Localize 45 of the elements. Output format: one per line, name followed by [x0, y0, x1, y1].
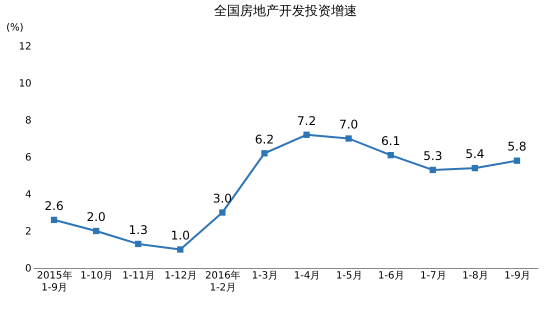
y-tick-label: 2 — [25, 226, 32, 238]
y-tick-label: 10 — [18, 78, 32, 90]
y-tick-label: 8 — [25, 116, 32, 126]
x-tick-label: 1-9月 — [504, 270, 531, 282]
text: 6.1 — [381, 134, 400, 148]
x-tick-label: 1-10月 — [80, 270, 113, 282]
point — [177, 246, 184, 253]
point — [388, 152, 394, 158]
y-axis-title: (%) — [6, 22, 24, 34]
text: 6.2 — [254, 132, 274, 146]
y-tick-label: 4 — [25, 190, 32, 200]
point — [303, 132, 310, 138]
text: 5.8 — [507, 140, 527, 154]
text: 2.0 — [86, 210, 106, 224]
point — [472, 164, 478, 172]
y-tick-label: 6 — [25, 152, 32, 164]
x-tick-label: 1-6月 — [378, 270, 404, 282]
y-tick-label: 12 — [18, 42, 32, 52]
point — [219, 209, 226, 216]
x-tick-label: 1-3月 — [252, 270, 278, 282]
point — [261, 150, 268, 156]
point — [50, 216, 58, 224]
text: 5.4 — [465, 147, 484, 162]
x-tick-label: 1-12月 — [164, 270, 198, 282]
point — [135, 240, 142, 248]
text: 1.0 — [170, 228, 190, 242]
text: 7.0 — [339, 118, 358, 132]
text: 7.2 — [296, 114, 316, 128]
point — [430, 166, 436, 174]
text: 3.0 — [212, 192, 232, 206]
point — [514, 158, 520, 164]
x-tick-label: 1-11月 — [122, 270, 156, 282]
text: 5.3 — [423, 148, 442, 163]
x-tick-label: 2015年 1-9月 — [36, 270, 72, 294]
text: 1.3 — [128, 222, 148, 237]
text: 2.6 — [44, 198, 64, 213]
x-tick-label: 1-4月 — [294, 270, 320, 282]
point — [345, 135, 352, 142]
y-tick-label: 0 — [25, 264, 32, 274]
x-tick-label: 2016年 1-2月 — [205, 270, 241, 294]
x-tick-label: 1-8月 — [462, 270, 489, 282]
x-tick-label: 1-7月 — [420, 270, 446, 282]
point — [92, 228, 100, 234]
chart-title: 全国房地产开发投资增速 — [214, 3, 357, 19]
x-tick-label: 1-5月 — [336, 270, 362, 282]
